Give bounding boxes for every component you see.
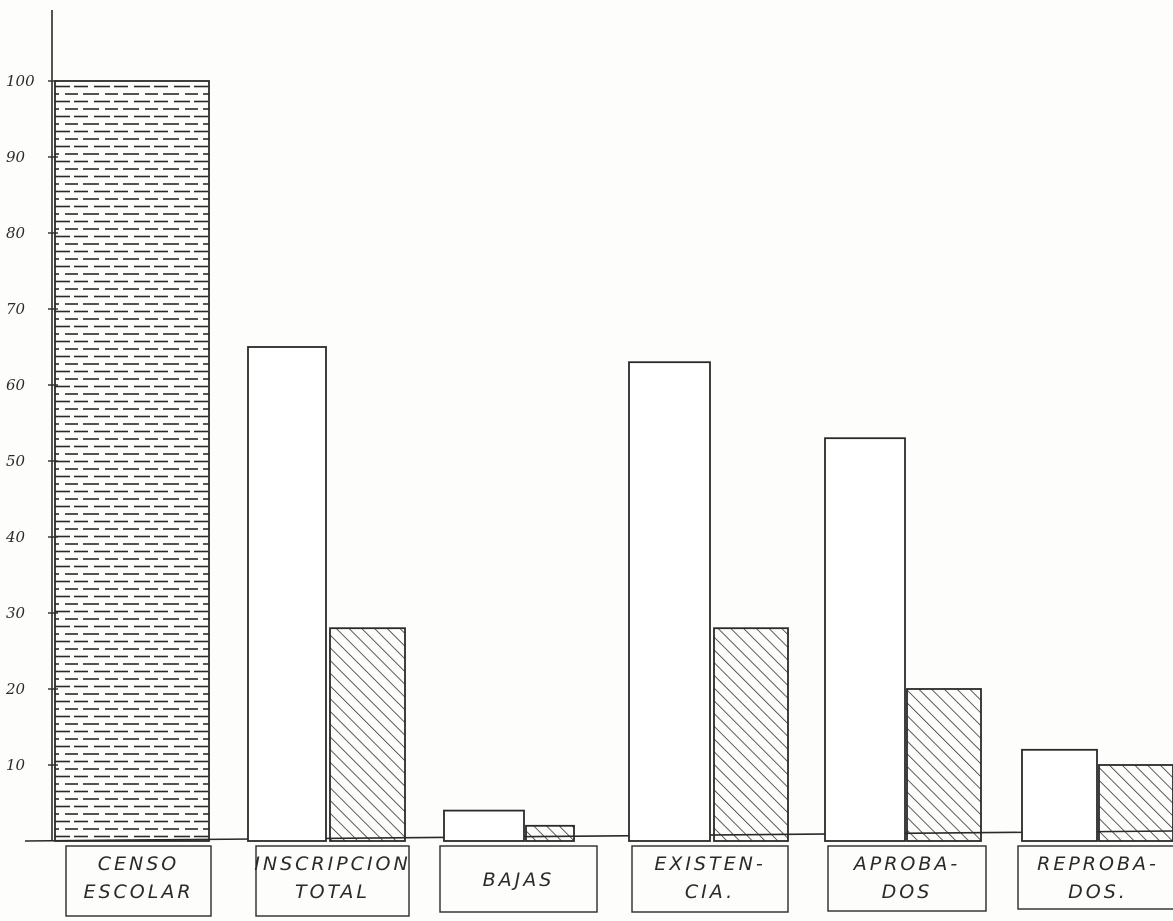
total-bar bbox=[628, 361, 711, 842]
category-label-line: APROBA- bbox=[852, 853, 961, 875]
y-tick-label: 90 bbox=[6, 148, 26, 166]
total-bar bbox=[824, 437, 906, 842]
total-bar bbox=[247, 346, 327, 842]
subset-bar bbox=[525, 824, 575, 842]
category-label-box bbox=[65, 845, 212, 917]
category-label-line: INSCRIPCION bbox=[254, 853, 410, 875]
category-label-line: CENSO bbox=[98, 853, 180, 875]
category-label-line: ESCOLAR bbox=[83, 881, 193, 903]
total-bar bbox=[443, 809, 525, 842]
category-labels: CENSO ESCOLAR INSCRIPCION TOTAL BAJAS EXISTEN… bbox=[65, 845, 1173, 917]
category-label-box bbox=[439, 845, 598, 913]
category-label-box bbox=[255, 845, 410, 917]
subset-bar bbox=[713, 627, 789, 842]
subset-bar bbox=[1098, 764, 1173, 842]
subset-bar bbox=[329, 627, 406, 842]
y-tick-label: 20 bbox=[5, 680, 26, 698]
y-tick-label: 80 bbox=[6, 224, 26, 242]
y-tick-label: 100 bbox=[6, 72, 35, 90]
y-tick-label: 30 bbox=[6, 604, 26, 622]
category-label-line: DOS bbox=[882, 881, 933, 903]
y-tick-label: 40 bbox=[5, 528, 26, 546]
category-label-box bbox=[1017, 845, 1173, 910]
y-tick-label: 50 bbox=[6, 452, 26, 470]
category-label-line: CIA. bbox=[685, 881, 735, 903]
category-label-box bbox=[631, 845, 789, 913]
bars bbox=[54, 80, 1173, 842]
category-label-box bbox=[827, 845, 987, 912]
category-label-line: BAJAS bbox=[483, 869, 555, 891]
y-tick-label: 10 bbox=[6, 756, 26, 774]
y-tick-label: 70 bbox=[6, 300, 26, 318]
category-label-line: TOTAL bbox=[295, 881, 370, 903]
y-tick-label: 60 bbox=[6, 376, 26, 394]
category-label-line: EXISTEN- bbox=[654, 853, 765, 875]
category-label-line: DOS. bbox=[1068, 881, 1128, 903]
total-bar bbox=[1021, 748, 1098, 842]
censo-bar bbox=[54, 80, 210, 842]
axes: 10 20 30 40 50 60 70 80 90 100 bbox=[5, 10, 1173, 842]
category-label-line: REPROBA- bbox=[1037, 853, 1159, 875]
subset-bar bbox=[906, 688, 982, 842]
